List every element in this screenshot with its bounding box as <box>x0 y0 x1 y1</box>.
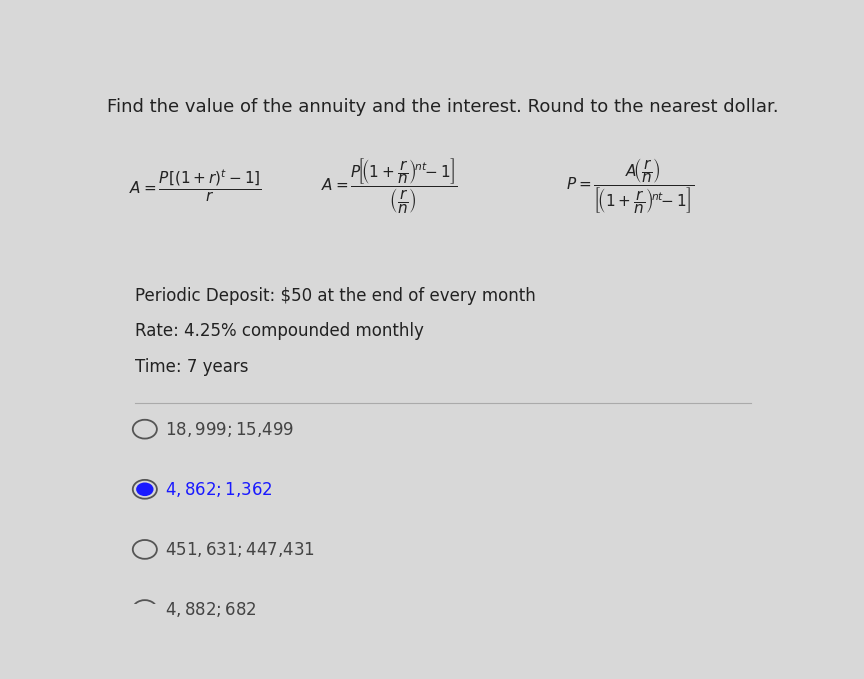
Circle shape <box>137 483 154 496</box>
Text: $4,862; $1,362: $4,862; $1,362 <box>165 480 273 499</box>
Text: $451,631; $447,431: $451,631; $447,431 <box>165 540 315 559</box>
Text: $P = \dfrac{A\!\left(\dfrac{r}{n}\right)}{\left[\!\left(1+\dfrac{r}{n}\right)^{\: $P = \dfrac{A\!\left(\dfrac{r}{n}\right)… <box>566 156 695 216</box>
Text: Rate: 4.25% compounded monthly: Rate: 4.25% compounded monthly <box>135 323 423 340</box>
Text: Periodic Deposit: $50 at the end of every month: Periodic Deposit: $50 at the end of ever… <box>135 287 536 305</box>
Text: $18,999; $15,499: $18,999; $15,499 <box>165 420 294 439</box>
Text: Find the value of the annuity and the interest. Round to the nearest dollar.: Find the value of the annuity and the in… <box>107 98 778 116</box>
Text: $A = \dfrac{P[(1+r)^{t}-1]}{r}$: $A = \dfrac{P[(1+r)^{t}-1]}{r}$ <box>129 168 262 204</box>
Text: Time: 7 years: Time: 7 years <box>135 358 248 376</box>
Text: $4,882; $682: $4,882; $682 <box>165 600 257 619</box>
Text: $A = \dfrac{P\!\left[\!\left(1+\dfrac{r}{n}\right)^{\!nt}\!\!-1\right]}{\left(\d: $A = \dfrac{P\!\left[\!\left(1+\dfrac{r}… <box>321 156 458 216</box>
